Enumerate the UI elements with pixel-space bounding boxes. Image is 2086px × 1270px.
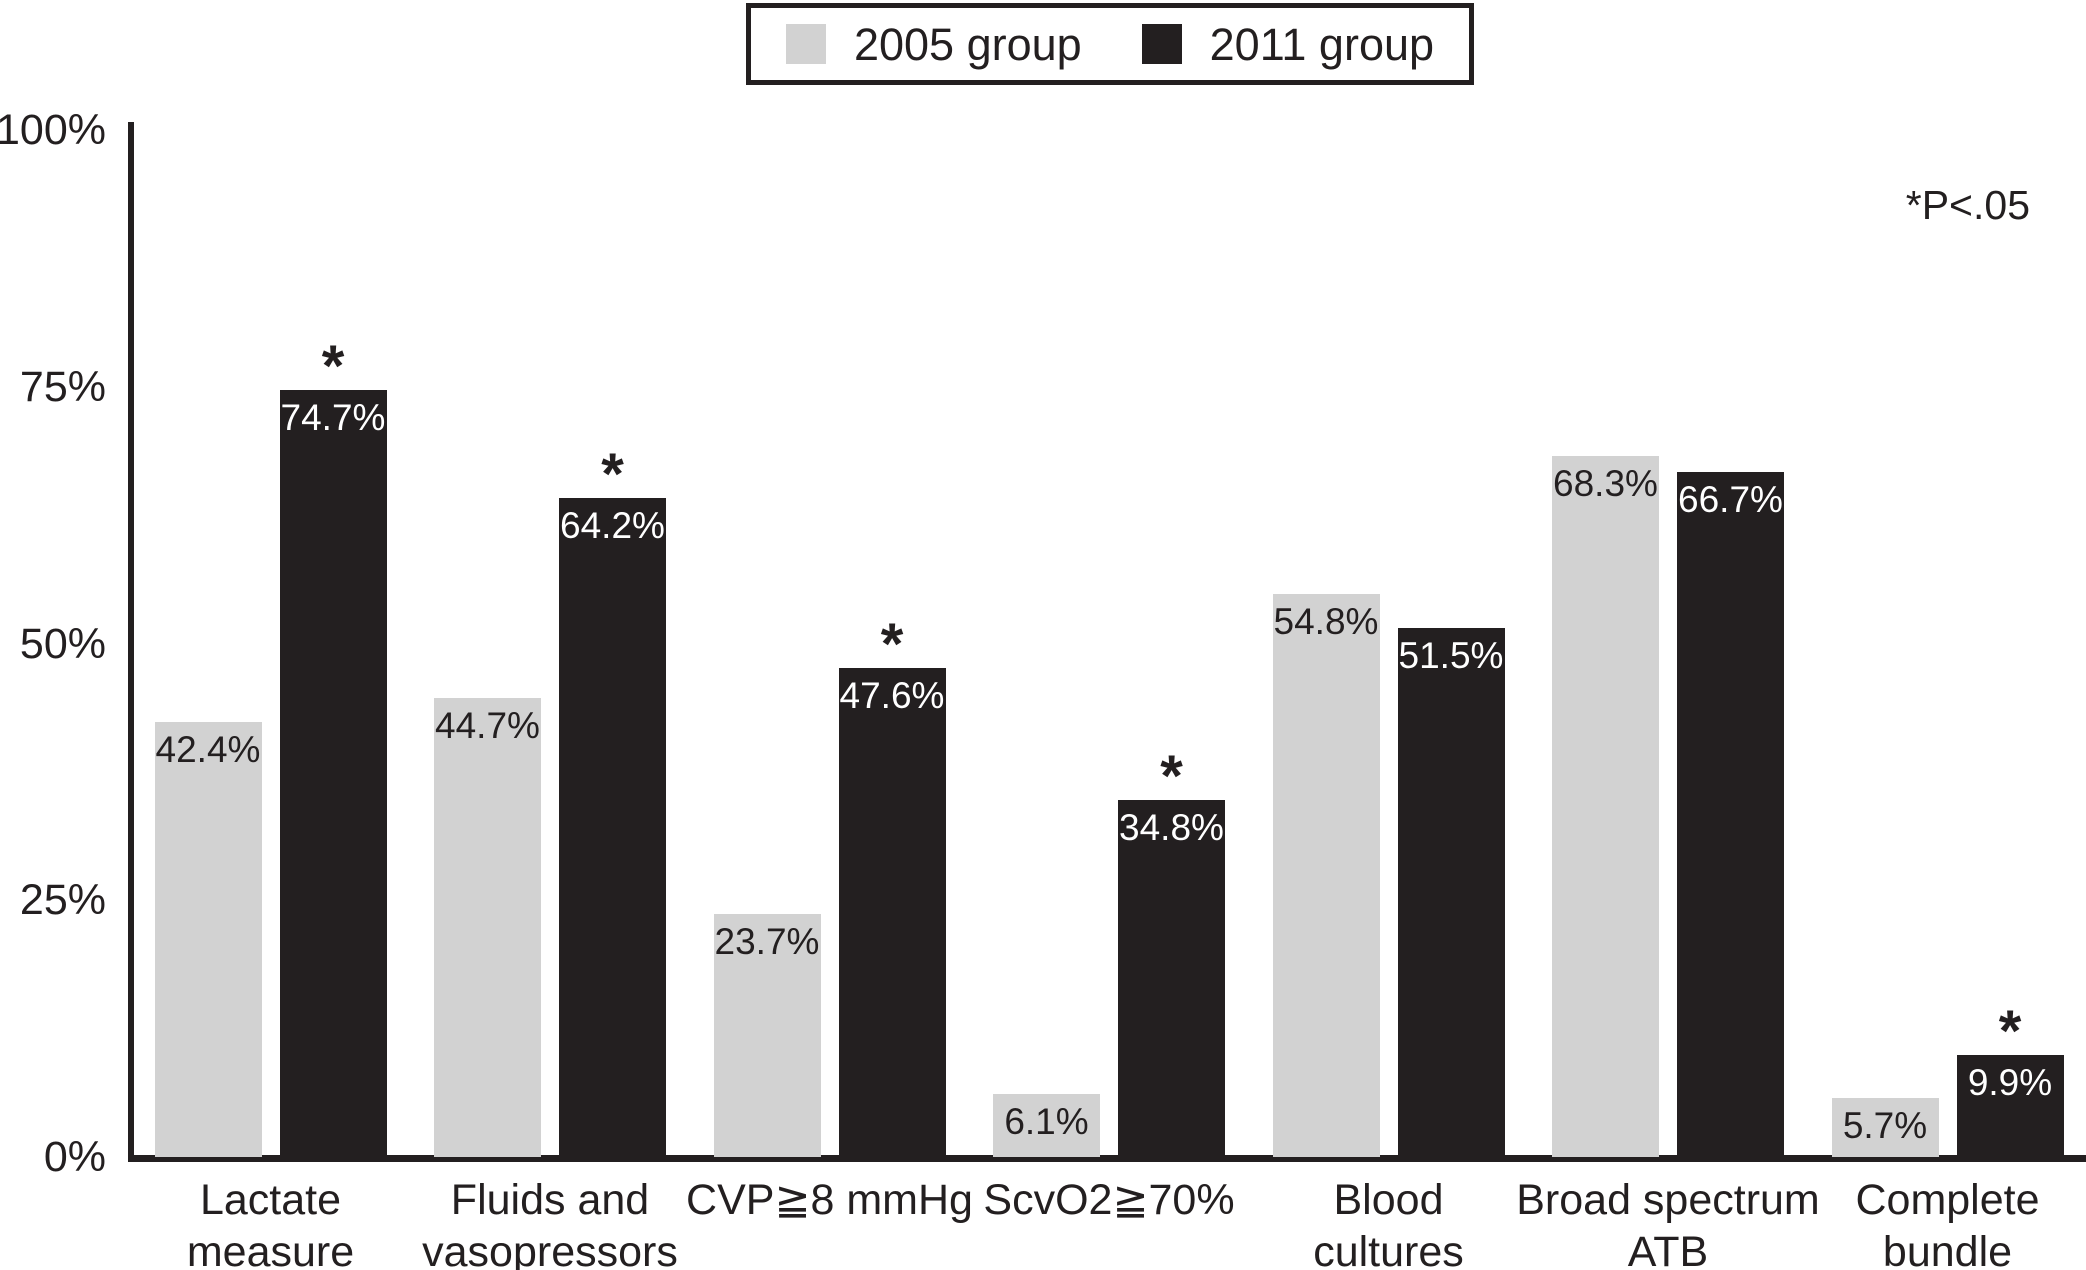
bar-value-label: 5.7% — [1842, 1105, 1928, 1147]
legend-swatch-2005 — [785, 24, 826, 64]
legend-label-2011: 2011 group — [1209, 18, 1435, 70]
y-tick-label: 100% — [0, 106, 106, 154]
bar-2005: 6.1% — [993, 1094, 1100, 1157]
bar-value-label: 66.7% — [1678, 478, 1783, 520]
bar-value-label: 74.7% — [280, 396, 386, 438]
legend-swatch-2011 — [1141, 24, 1182, 64]
bar-value-label: 9.9% — [1967, 1062, 2053, 1104]
bar-2011: 64.2% — [559, 497, 666, 1157]
bar-2011: 74.7% — [279, 389, 387, 1157]
bar-2011: 34.8% — [1118, 799, 1225, 1157]
bar-2011: 66.7% — [1677, 471, 1784, 1157]
legend-label-2005: 2005 group — [853, 18, 1082, 70]
legend-item-2011: 2011 group — [1141, 18, 1435, 70]
bar-2005: 42.4% — [154, 721, 262, 1157]
category-label: CVP≧8 mmHg — [686, 1176, 973, 1224]
category-label: ScvO2≧70% — [983, 1176, 1235, 1224]
x-axis-line — [128, 1155, 2086, 1162]
bar-2011: 9.9% — [1956, 1055, 2064, 1157]
bar-2005: 23.7% — [713, 913, 821, 1157]
significance-note: *P<.05 — [1905, 182, 2030, 228]
y-tick-label: 50% — [19, 619, 106, 668]
bar-2011: 51.5% — [1397, 628, 1505, 1157]
significance-star: * — [1160, 743, 1183, 809]
bar-value-label: 42.4% — [155, 728, 261, 770]
bar-2005: 5.7% — [1831, 1098, 1939, 1157]
category-label: Complete bundle — [1855, 1176, 2040, 1270]
bar-value-label: 44.7% — [435, 704, 540, 746]
bar-value-label: 54.8% — [1273, 601, 1379, 643]
bar-2005: 44.7% — [434, 697, 541, 1157]
category-label: Fluids and vasopressors — [422, 1176, 678, 1270]
y-tick-label: 25% — [19, 876, 106, 925]
bar-value-label: 6.1% — [1004, 1101, 1089, 1143]
bar-value-label: 68.3% — [1553, 462, 1658, 504]
bar-2011: 47.6% — [838, 668, 946, 1157]
category-label: Blood cultures — [1313, 1176, 1464, 1270]
significance-star: * — [321, 333, 345, 399]
bar-value-label: 47.6% — [839, 675, 945, 717]
bar-value-label: 51.5% — [1398, 635, 1504, 677]
bar-value-label: 64.2% — [560, 504, 665, 546]
y-tick-label: 75% — [19, 362, 106, 411]
bar-2005: 68.3% — [1552, 455, 1659, 1157]
y-axis-line — [128, 122, 134, 1162]
y-tick-label: 0% — [43, 1133, 106, 1181]
legend: 2005 group 2011 group — [746, 3, 1474, 85]
significance-star: * — [601, 441, 624, 507]
significance-star: * — [1998, 999, 2022, 1065]
significance-star: * — [880, 612, 904, 678]
bar-2005: 54.8% — [1272, 594, 1380, 1157]
category-label: Lactate measure — [186, 1176, 355, 1270]
category-label: Broad spectrum ATB — [1516, 1176, 1820, 1270]
bar-value-label: 34.8% — [1119, 806, 1224, 848]
bar-value-label: 23.7% — [714, 920, 820, 962]
legend-item-2005: 2005 group — [785, 18, 1082, 70]
